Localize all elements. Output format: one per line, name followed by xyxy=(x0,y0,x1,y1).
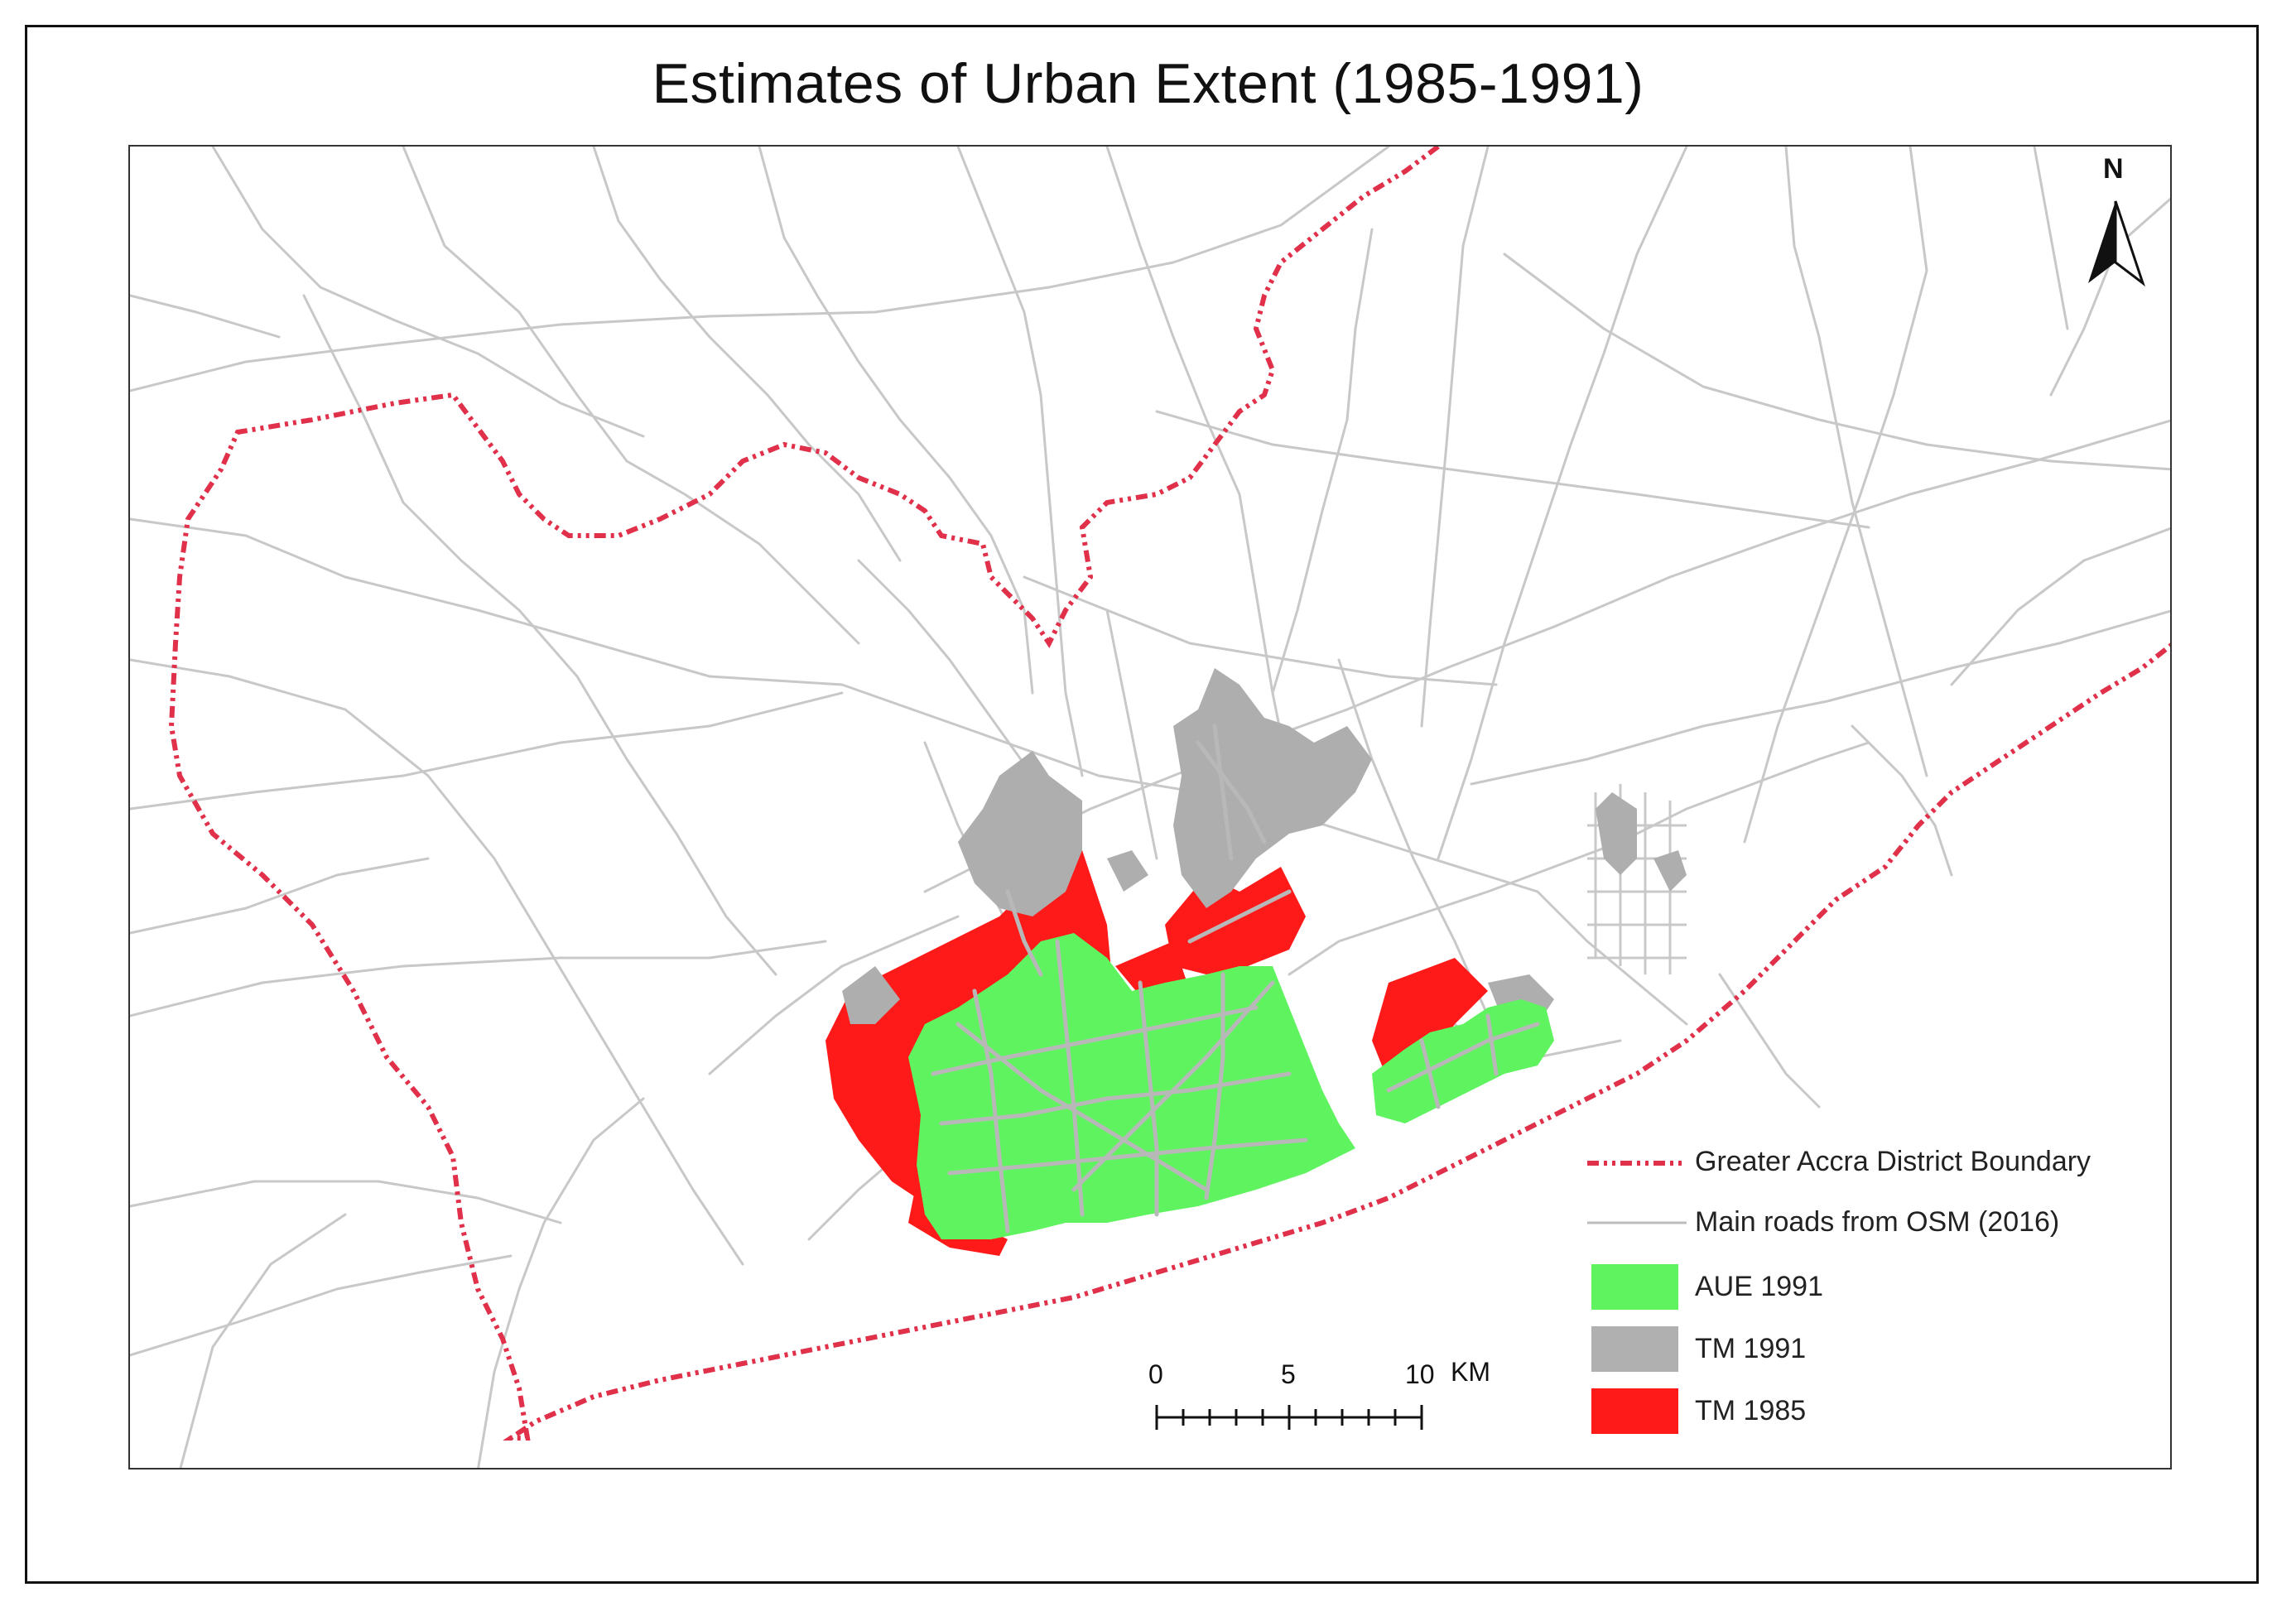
road xyxy=(758,147,1034,695)
road xyxy=(1437,147,1688,860)
road xyxy=(592,147,902,562)
road xyxy=(2033,147,2069,330)
legend-symbols xyxy=(1587,1161,1687,1434)
district-boundary-line xyxy=(168,147,2170,1441)
road xyxy=(130,857,430,935)
legend-tm1991-swatch xyxy=(1591,1326,1678,1372)
road xyxy=(1288,741,1870,976)
legend-tm1985-swatch xyxy=(1591,1388,1678,1434)
road xyxy=(130,517,1539,893)
road xyxy=(956,147,1084,777)
map-canvas xyxy=(130,147,2170,1468)
north-arrow-icon xyxy=(2088,200,2145,287)
road xyxy=(130,147,1390,392)
map-panel[interactable]: N Greater Accra District Boundary Main r… xyxy=(128,145,2172,1469)
road xyxy=(1503,253,2170,471)
legend-aue1991-label: AUE 1991 xyxy=(1695,1271,1823,1302)
road xyxy=(708,915,960,1075)
road xyxy=(302,294,777,976)
road xyxy=(1784,147,1928,777)
scale-tick-0: 0 xyxy=(1148,1359,1163,1389)
scale-tick-5: 5 xyxy=(1281,1359,1296,1389)
road xyxy=(2049,197,2170,397)
road xyxy=(130,1254,513,1357)
road xyxy=(402,147,860,645)
road xyxy=(1155,410,1870,529)
legend-roads-label: Main roads from OSM (2016) xyxy=(1695,1206,2060,1238)
road xyxy=(1271,228,1374,695)
legend-aue1991-swatch xyxy=(1591,1264,1678,1310)
road xyxy=(130,294,281,339)
legend-boundary-label: Greater Accra District Boundary xyxy=(1695,1146,2091,1177)
road xyxy=(1420,147,1490,728)
road xyxy=(477,1097,645,1468)
road xyxy=(1743,147,1928,844)
urban-road-overlay xyxy=(931,724,1540,1234)
north-label: N xyxy=(2103,153,2124,185)
scale-unit: KM xyxy=(1451,1357,1490,1387)
road xyxy=(1950,527,2170,686)
road-network xyxy=(130,147,2170,1468)
road xyxy=(1851,724,1953,877)
road xyxy=(1718,973,1821,1109)
scale-bar xyxy=(1155,1405,1423,1430)
road xyxy=(1536,890,1688,1026)
road xyxy=(1337,658,1490,1017)
legend-tm1985-label: TM 1985 xyxy=(1695,1395,1807,1426)
scale-tick-10: 10 xyxy=(1405,1359,1435,1389)
road xyxy=(1470,609,2170,786)
road xyxy=(179,1213,347,1468)
road xyxy=(1023,575,1498,686)
road xyxy=(130,1180,562,1224)
road xyxy=(923,419,2170,893)
map-title: Estimates of Urban Extent (1985-1991) xyxy=(652,52,1644,115)
legend-tm1991-label: TM 1991 xyxy=(1695,1333,1807,1364)
figure-frame xyxy=(25,25,2259,1584)
road xyxy=(1105,147,1291,777)
road xyxy=(130,940,827,1017)
road xyxy=(130,658,744,1266)
road xyxy=(1105,608,1158,860)
road xyxy=(211,147,645,438)
road xyxy=(130,691,844,810)
